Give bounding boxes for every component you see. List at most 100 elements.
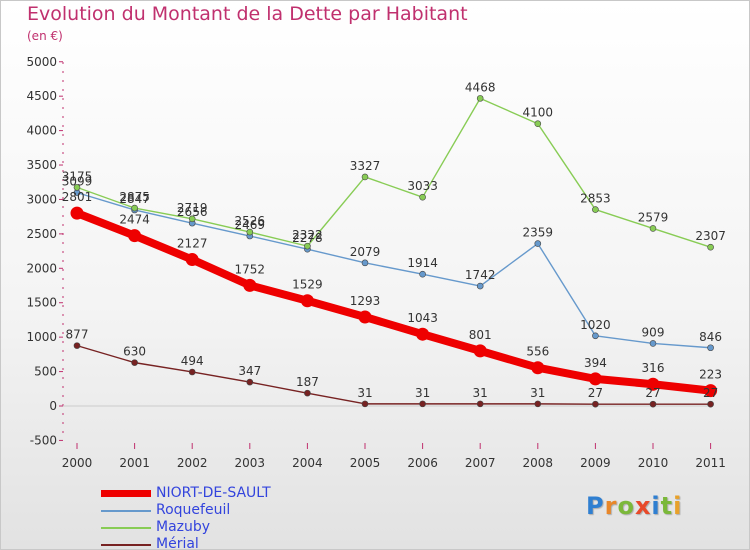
data-point xyxy=(361,400,369,408)
data-point xyxy=(243,278,257,292)
data-label: 1043 xyxy=(407,311,438,325)
data-label: 223 xyxy=(699,368,722,382)
brand-letter: P xyxy=(586,492,605,520)
data-point xyxy=(419,270,426,278)
data-label: 31 xyxy=(530,386,545,400)
data-label: 2719 xyxy=(177,201,208,215)
data-point xyxy=(592,400,599,408)
data-label: 3175 xyxy=(62,169,93,183)
data-label: 1914 xyxy=(407,256,438,270)
legend-label: NIORT-DE-SAULT xyxy=(156,485,271,501)
data-point xyxy=(646,377,660,391)
data-point xyxy=(707,344,714,352)
data-label: 846 xyxy=(699,330,722,344)
data-point xyxy=(592,206,599,213)
data-point xyxy=(476,282,484,290)
y-tick-label: 3500 xyxy=(26,158,57,172)
data-point xyxy=(300,294,314,308)
brand-letter: t xyxy=(660,492,674,520)
data-point xyxy=(73,342,81,349)
brand-letter: i xyxy=(651,492,661,520)
y-tick-label: 4500 xyxy=(26,89,57,103)
data-label: 556 xyxy=(526,345,549,359)
data-point xyxy=(419,193,426,201)
data-label: 1742 xyxy=(465,268,496,282)
brand-letter: r xyxy=(604,492,618,520)
data-label: 4100 xyxy=(523,106,554,120)
data-point xyxy=(70,206,84,220)
data-label: 27 xyxy=(703,386,718,400)
chart-subtitle: (en €) xyxy=(27,29,63,43)
data-label: 27 xyxy=(588,386,603,400)
data-label: 1529 xyxy=(292,278,323,292)
data-label: 494 xyxy=(181,354,204,368)
data-label: 3033 xyxy=(407,179,438,193)
x-tick-label: 2003 xyxy=(235,456,266,470)
x-tick-label: 2000 xyxy=(62,456,93,470)
data-point xyxy=(707,400,714,408)
data-point xyxy=(534,240,542,247)
data-label: 2127 xyxy=(177,237,208,251)
y-tick-label: 0 xyxy=(49,399,57,413)
x-tick-label: 2008 xyxy=(523,456,554,470)
x-tick-label: 2001 xyxy=(119,456,150,470)
data-point xyxy=(649,225,657,232)
data-point xyxy=(473,344,487,358)
data-point xyxy=(358,310,372,324)
legend-swatch xyxy=(101,527,151,529)
legend-label: Roquefeuil xyxy=(156,502,231,518)
data-point xyxy=(246,228,254,236)
y-tick-label: 4000 xyxy=(26,124,57,138)
data-point xyxy=(361,173,369,181)
data-label: 2322 xyxy=(292,228,323,242)
x-tick-label: 2007 xyxy=(465,456,496,470)
series-line-niort-de-sault xyxy=(73,209,715,395)
x-tick-label: 2011 xyxy=(695,456,726,470)
data-label: 347 xyxy=(238,364,261,378)
data-label: 2875 xyxy=(119,190,150,204)
data-label: 2801 xyxy=(62,190,93,204)
data-point xyxy=(361,259,369,267)
data-label: 31 xyxy=(357,386,372,400)
data-label: 2847 xyxy=(119,192,150,206)
data-label: 187 xyxy=(296,375,319,389)
data-point xyxy=(476,95,484,102)
data-label: 2307 xyxy=(695,229,726,243)
data-label: 2579 xyxy=(638,210,669,224)
x-tick-label: 2005 xyxy=(350,456,381,470)
data-point xyxy=(707,243,714,251)
series-line-m-rial xyxy=(76,344,712,405)
y-tick-label: 1500 xyxy=(26,296,57,310)
data-label: 1020 xyxy=(580,318,611,332)
y-tick-label: 1000 xyxy=(26,330,57,344)
data-point xyxy=(128,229,142,243)
legend-label: Mérial xyxy=(156,536,199,550)
legend-swatch xyxy=(101,544,151,546)
data-label: 2656 xyxy=(177,205,208,219)
brand-logo: Proxiti xyxy=(586,492,682,520)
data-point xyxy=(188,215,196,223)
data-label: 3327 xyxy=(350,159,381,173)
data-point xyxy=(131,359,138,366)
data-label: 909 xyxy=(642,325,665,339)
y-tick-label: 500 xyxy=(34,365,57,379)
data-label: 316 xyxy=(642,361,665,375)
data-label: 801 xyxy=(469,328,492,342)
data-label: 2278 xyxy=(292,231,323,245)
brand-letter: o xyxy=(617,492,635,520)
brand-letter: i xyxy=(673,492,683,520)
data-point xyxy=(592,332,599,340)
y-tick-label: -500 xyxy=(30,433,57,447)
brand-letter: x xyxy=(634,492,652,520)
data-point xyxy=(131,204,138,212)
chart-title: Evolution du Montant de la Dette par Hab… xyxy=(27,3,468,25)
data-point xyxy=(534,400,542,408)
data-label: 2469 xyxy=(235,218,266,232)
data-label: 877 xyxy=(66,328,89,342)
data-point xyxy=(185,253,199,267)
data-point xyxy=(649,400,657,408)
y-tick-label: 3000 xyxy=(26,192,57,206)
data-point xyxy=(419,400,426,408)
data-label: 2526 xyxy=(235,214,266,228)
data-label: 394 xyxy=(584,356,607,370)
